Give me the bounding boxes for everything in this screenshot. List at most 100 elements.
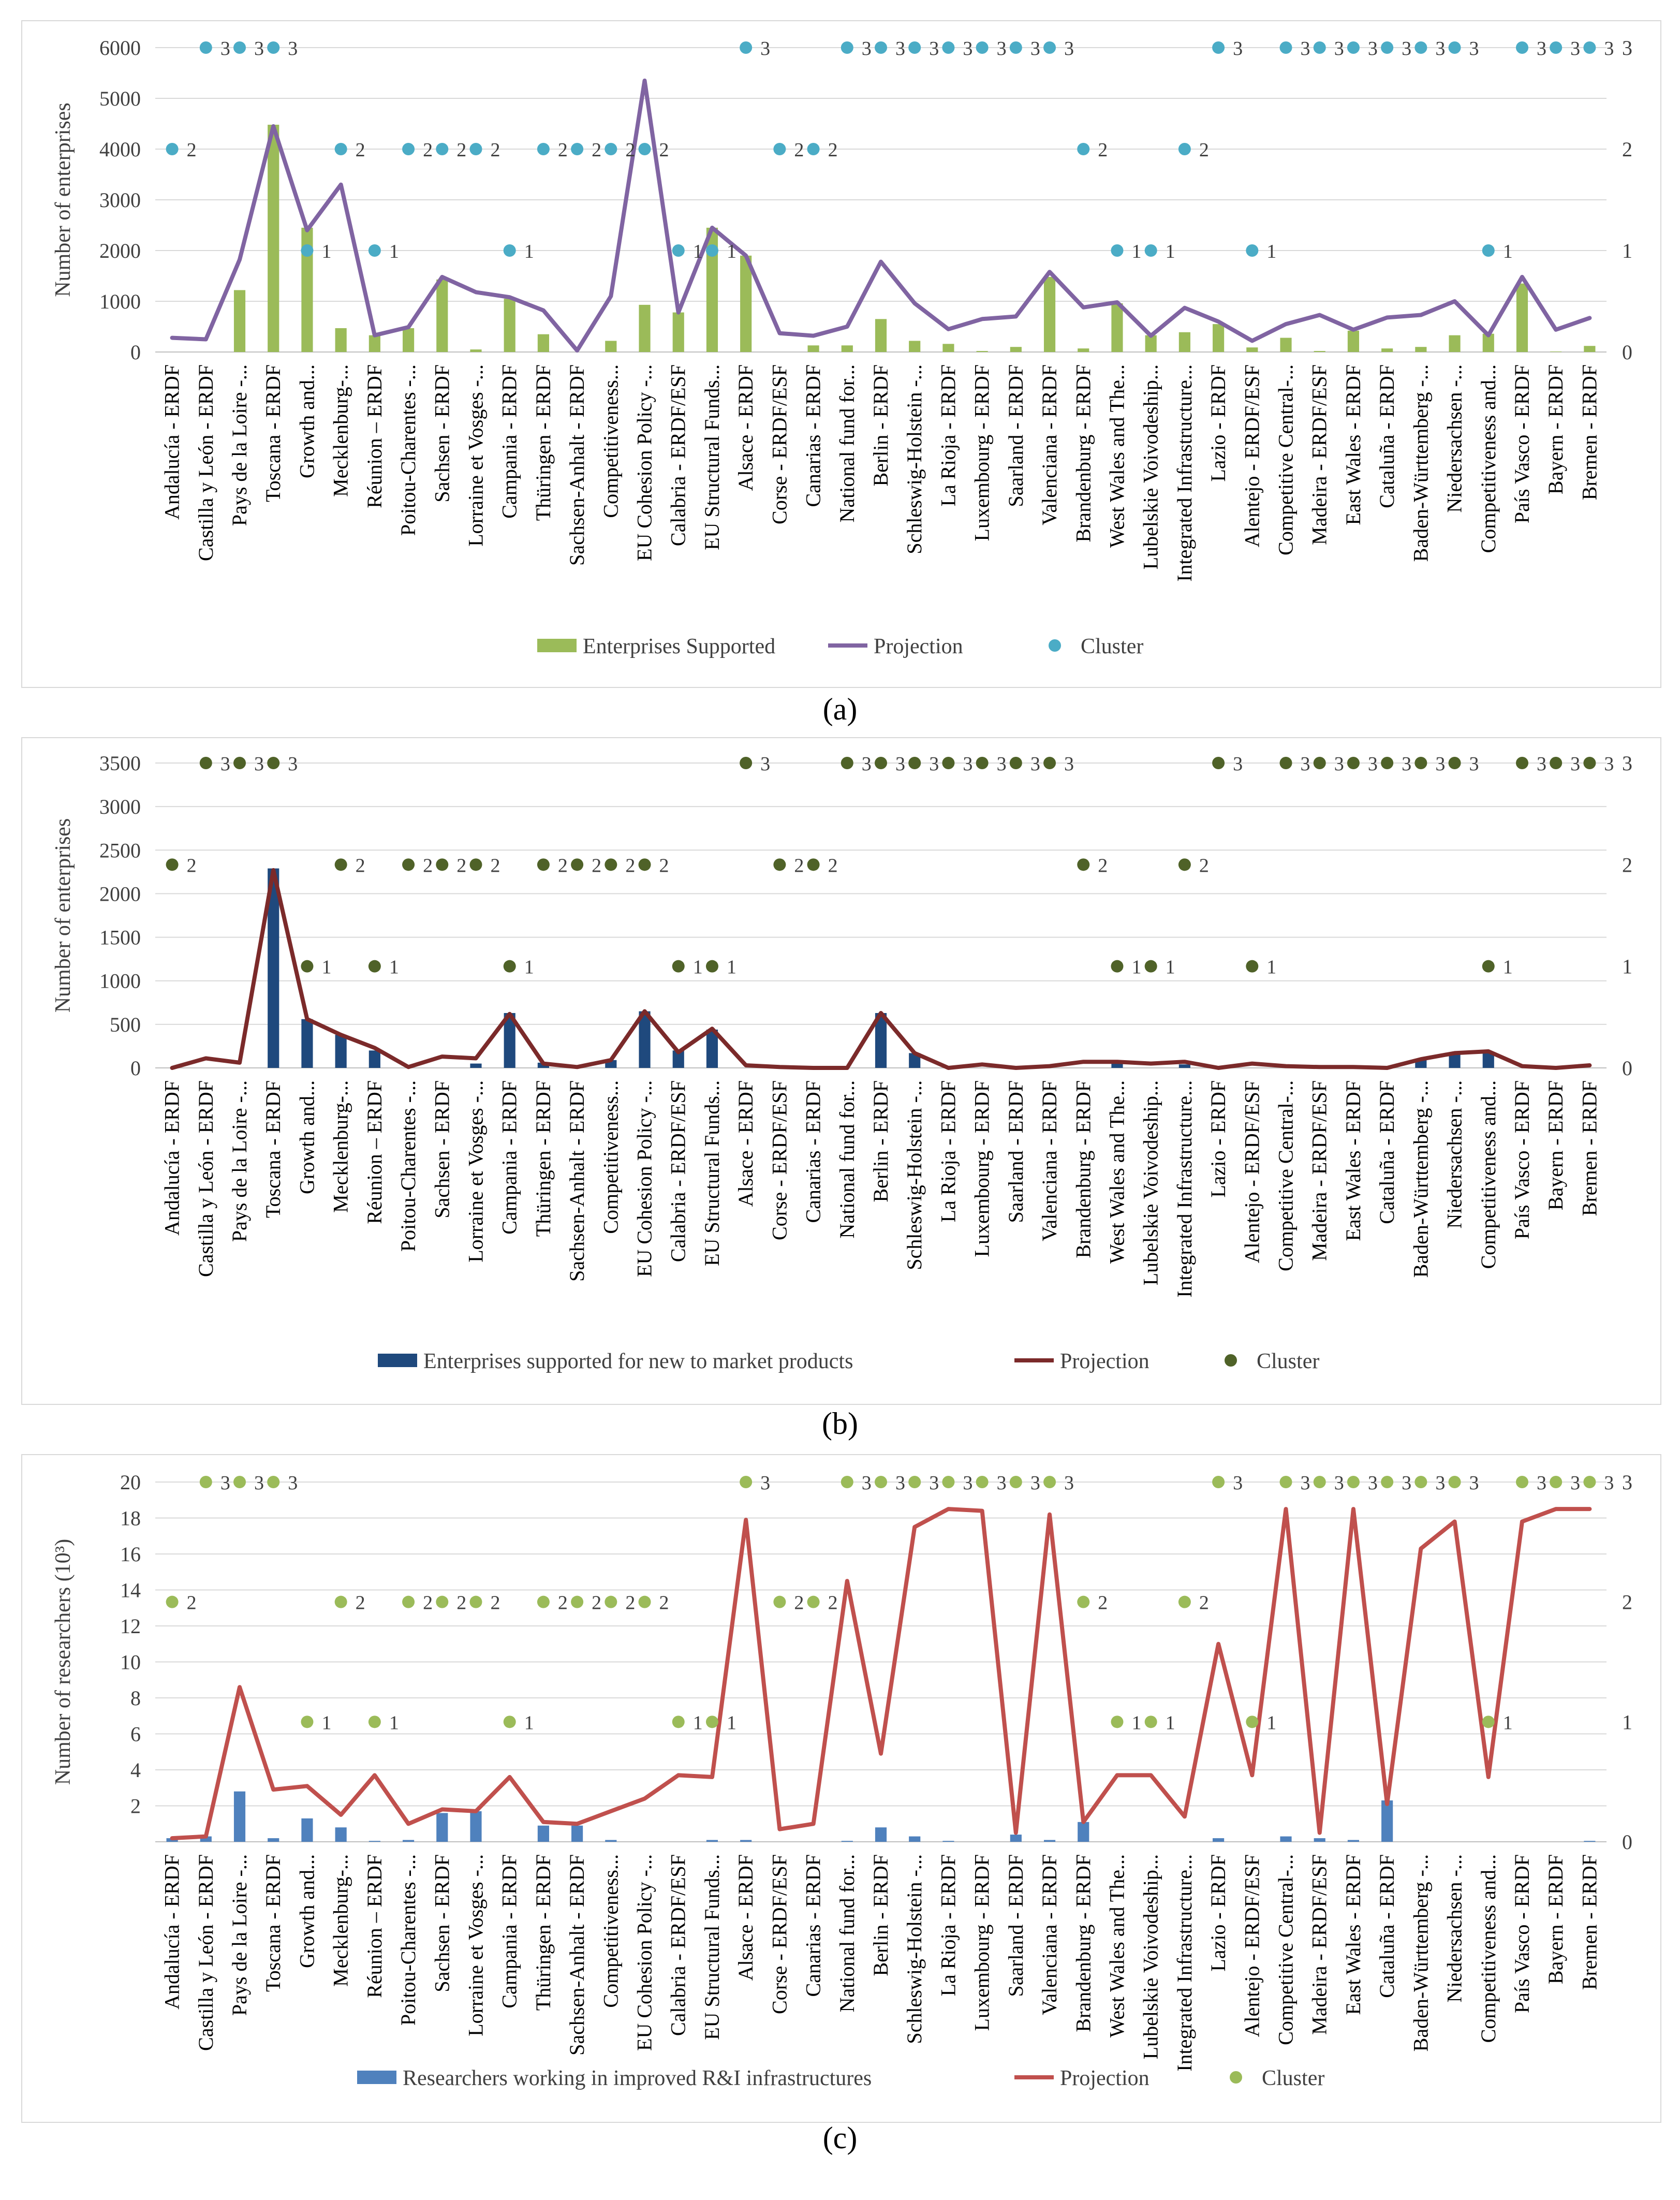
x-tick-label: Luxembourg - ERDF xyxy=(970,364,994,541)
cluster-data-label: 3 xyxy=(997,1472,1007,1494)
cluster-point xyxy=(334,1595,347,1608)
x-tick-label: Canarias - ERDF xyxy=(802,1080,825,1223)
x-tick-label: Calabria - ERDF/ESF xyxy=(667,1080,690,1262)
x-tick-label: Andalucía - ERDF xyxy=(160,1854,184,2010)
cluster-data-label: 3 xyxy=(1570,753,1580,775)
y-tick-label: 2000 xyxy=(99,239,141,262)
bar xyxy=(1415,347,1427,352)
cluster-point xyxy=(1212,41,1225,54)
cluster-point xyxy=(301,960,314,973)
cluster-point xyxy=(908,41,921,54)
cluster-data-label: 3 xyxy=(1402,1472,1411,1494)
cluster-point xyxy=(1077,143,1090,155)
y2-tick-label: 2 xyxy=(1622,1591,1632,1614)
x-tick-label: Brandenburg - ERDF xyxy=(1071,364,1095,542)
cluster-data-label: 2 xyxy=(558,139,568,161)
cluster-data-label: 2 xyxy=(1098,139,1108,161)
bar xyxy=(200,1836,212,1842)
cluster-data-label: 3 xyxy=(1334,1472,1344,1494)
cluster-point xyxy=(1111,1715,1124,1728)
y2-tick-label: 1 xyxy=(1622,955,1632,978)
cluster-point xyxy=(875,41,887,54)
cluster-point xyxy=(908,757,921,769)
x-tick-label: Alsace - ERDF xyxy=(734,1080,757,1207)
cluster-point xyxy=(942,41,955,54)
cluster-point xyxy=(773,1595,786,1608)
chart-frame xyxy=(21,20,1661,688)
cluster-data-label: 2 xyxy=(356,855,365,876)
cluster-point xyxy=(976,1476,989,1488)
bar xyxy=(942,1841,954,1842)
bar xyxy=(841,345,853,352)
x-tick-label: Berlin - ERDF xyxy=(869,364,892,487)
cluster-data-label: 1 xyxy=(693,241,703,262)
cluster-point xyxy=(1043,41,1056,54)
x-tick-label: Madeira - ERDF/ESF xyxy=(1308,364,1331,545)
y2-tick-label: 0 xyxy=(1622,341,1632,364)
x-tick-label: Schleswig-Holstein -... xyxy=(903,1854,926,2044)
x-tick-label: Canarias - ERDF xyxy=(802,364,825,507)
legend-label-cluster: Cluster xyxy=(1081,635,1143,658)
cluster-data-label: 3 xyxy=(288,1472,298,1494)
y-tick-label: 5000 xyxy=(99,87,141,110)
cluster-point xyxy=(571,1595,584,1608)
bar xyxy=(571,1825,583,1842)
chart-panel-b: 0 500 1000 1500 2000 2500 3000 3500 0 1 2 3 Number o… xyxy=(21,737,1661,1441)
cluster-point xyxy=(1515,1476,1528,1488)
cluster-point xyxy=(773,858,786,871)
bar xyxy=(1347,1840,1360,1842)
x-tick-label: Madeira - ERDF/ESF xyxy=(1308,1080,1331,1261)
cluster-point xyxy=(1515,757,1528,769)
cluster-point xyxy=(773,143,786,155)
cluster-point xyxy=(368,960,381,973)
bar xyxy=(807,345,819,352)
x-tick-label: Bayern - ERDF xyxy=(1544,364,1567,494)
x-tick-label: Pays de la Loire -... xyxy=(228,364,251,526)
bar xyxy=(1381,348,1393,352)
bar xyxy=(909,1053,921,1068)
x-tick-label: Baden-Württemberg -... xyxy=(1409,1854,1432,2051)
cluster-point xyxy=(233,757,246,769)
x-tick-label: Alentejo - ERDF/ESF xyxy=(1240,1080,1263,1263)
cluster-data-label: 1 xyxy=(727,1712,736,1734)
x-tick-label: EU Structural Funds... xyxy=(700,364,724,550)
x-tick-label: Sachsen - ERDF xyxy=(430,1080,453,1219)
x-tick-label: Niedersachsen -... xyxy=(1443,364,1466,513)
x-tick-label: EU Structural Funds... xyxy=(700,1080,724,1266)
y2-tick-label: 3 xyxy=(1622,1471,1632,1494)
cluster-data-label: 3 xyxy=(1030,753,1040,775)
cluster-data-label: 2 xyxy=(456,139,466,161)
x-tick-label: Lubelskie Voivodeship... xyxy=(1139,1080,1162,1285)
x-tick-label: Réunion – ERDF xyxy=(363,1080,386,1224)
cluster-data-label: 2 xyxy=(187,1592,197,1614)
cluster-data-label: 3 xyxy=(1402,753,1411,775)
bar xyxy=(1178,332,1190,352)
cluster-point xyxy=(807,858,820,871)
y-tick-label: 0 xyxy=(130,341,141,364)
bar xyxy=(672,1050,684,1068)
cluster-point xyxy=(537,1595,550,1608)
cluster-data-label: 2 xyxy=(1199,139,1209,161)
cluster-data-label: 1 xyxy=(524,1712,534,1734)
x-tick-label: Niedersachsen -... xyxy=(1443,1080,1466,1229)
cluster-point xyxy=(571,858,584,871)
cluster-point xyxy=(1279,41,1292,54)
cluster-data-label: 3 xyxy=(254,753,264,775)
bar xyxy=(1381,1800,1393,1842)
cluster-data-label: 3 xyxy=(760,1472,770,1494)
cluster-point xyxy=(638,1595,651,1608)
cluster-data-label: 1 xyxy=(693,1712,703,1734)
bar xyxy=(369,1050,380,1068)
cluster-data-label: 3 xyxy=(1368,753,1378,775)
cluster-data-label: 3 xyxy=(1435,1472,1445,1494)
x-tick-label: Schleswig-Holstein -... xyxy=(903,1080,926,1270)
cluster-point xyxy=(1583,1476,1596,1488)
bar xyxy=(1314,351,1325,352)
cluster-point xyxy=(1448,757,1461,769)
bar xyxy=(1584,1841,1596,1842)
projection-line xyxy=(170,78,1592,353)
x-tick-label: Poitou-Charentes -... xyxy=(396,364,420,536)
bar xyxy=(1043,1840,1056,1842)
y-axis-title: Number of enterprises xyxy=(51,818,75,1013)
cluster-data-label: 1 xyxy=(524,241,534,262)
